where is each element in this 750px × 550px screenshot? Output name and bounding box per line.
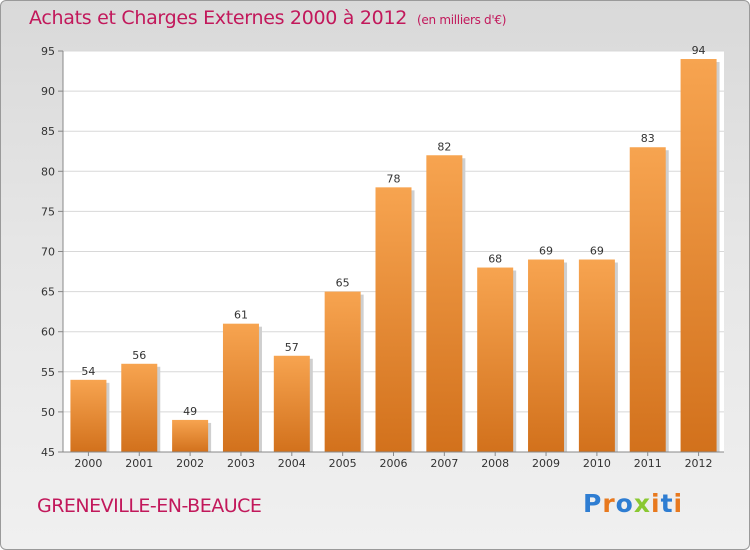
bar xyxy=(121,363,158,452)
x-tick-label: 2003 xyxy=(227,457,255,470)
logo-letter: i xyxy=(673,489,684,518)
x-tick-label: 2002 xyxy=(176,457,204,470)
bar xyxy=(477,267,514,452)
x-tick-label: 2004 xyxy=(278,457,306,470)
y-tick-label: 65 xyxy=(41,286,55,299)
y-tick-label: 70 xyxy=(41,246,55,259)
chart-title-text: Achats et Charges Externes 2000 à 2012 xyxy=(29,7,408,29)
bar-value-label: 57 xyxy=(285,341,299,354)
logo-letter: t xyxy=(660,489,674,518)
bar xyxy=(578,259,615,452)
commune-name: GRENEVILLE-EN-BEAUCE xyxy=(37,495,262,517)
bar xyxy=(324,291,361,452)
bar xyxy=(680,59,717,453)
bar xyxy=(70,379,107,452)
bar-value-label: 68 xyxy=(488,253,502,266)
x-tick-label: 2008 xyxy=(481,457,509,470)
y-tick-label: 50 xyxy=(41,406,55,419)
logo-letter: r xyxy=(602,489,616,518)
proxiti-logo: Proxiti xyxy=(583,489,683,518)
y-axis-labels: 45 50 55 60 65 70 75 80 85 90 95 xyxy=(41,45,55,459)
bar-value-label: 94 xyxy=(692,44,706,57)
bar xyxy=(273,355,310,452)
chart-subtitle: (en milliers d'€) xyxy=(417,13,507,27)
x-tick-label: 2010 xyxy=(583,457,611,470)
x-tick-label: 2012 xyxy=(685,457,713,470)
bar xyxy=(375,187,412,452)
x-tick-label: 2007 xyxy=(430,457,458,470)
bars: 54 56 49 61 57 65 78 82 68 69 69 83 94 xyxy=(70,44,720,453)
bar-value-label: 69 xyxy=(539,245,553,258)
x-tick-label: 2009 xyxy=(532,457,560,470)
bar xyxy=(426,155,463,452)
logo-letter: x xyxy=(633,489,651,518)
bar xyxy=(528,259,565,452)
bar-value-label: 78 xyxy=(387,172,401,185)
logo-letter: o xyxy=(615,489,634,518)
bar-value-label: 61 xyxy=(234,309,248,322)
x-tick-label: 2005 xyxy=(329,457,357,470)
y-tick-label: 60 xyxy=(41,326,55,339)
bar-value-label: 69 xyxy=(590,245,604,258)
x-axis-labels: 2000 2001 2002 2003 2004 2005 2006 2007 2008 2009… xyxy=(74,452,713,470)
bar-value-label: 56 xyxy=(132,349,146,362)
bar xyxy=(222,323,259,452)
x-tick-label: 2001 xyxy=(125,457,153,470)
y-tick-label: 95 xyxy=(41,45,55,58)
x-tick-label: 2000 xyxy=(74,457,102,470)
bar-value-label: 65 xyxy=(336,277,350,290)
logo-letter: P xyxy=(583,489,603,518)
bar xyxy=(629,147,666,453)
y-tick-label: 75 xyxy=(41,205,55,218)
bar-value-label: 82 xyxy=(437,140,451,153)
x-tick-label: 2006 xyxy=(380,457,408,470)
y-tick-label: 85 xyxy=(41,125,55,138)
bar-value-label: 83 xyxy=(641,132,655,145)
y-tick-label: 55 xyxy=(41,366,55,379)
y-tick-label: 80 xyxy=(41,165,55,178)
bar-value-label: 49 xyxy=(183,405,197,418)
bar xyxy=(172,419,209,452)
chart-title: Achats et Charges Externes 2000 à 2012 (e… xyxy=(29,7,506,29)
y-tick-label: 45 xyxy=(41,446,55,459)
bar-value-label: 54 xyxy=(81,365,95,378)
y-tick-label: 90 xyxy=(41,85,55,98)
x-tick-label: 2011 xyxy=(634,457,662,470)
logo-letter: i xyxy=(651,489,661,518)
